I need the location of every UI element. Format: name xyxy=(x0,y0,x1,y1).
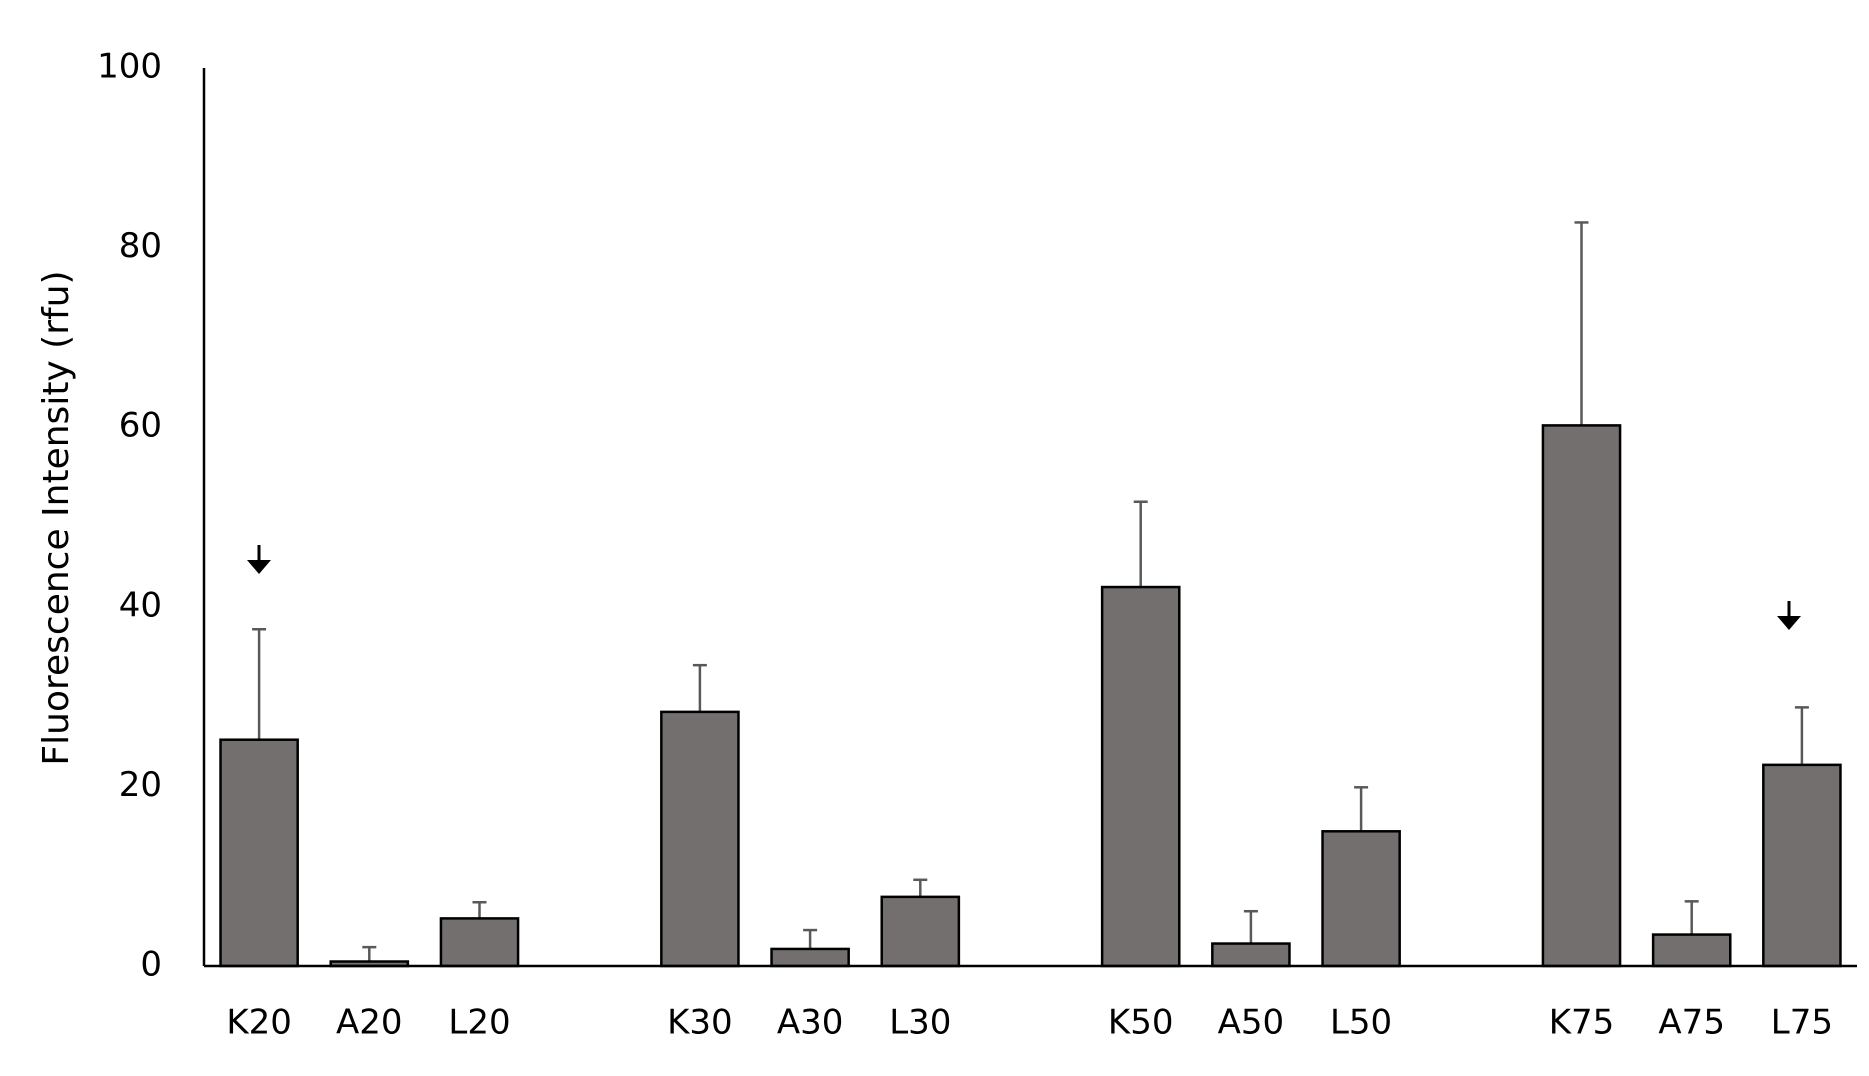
y-axis-title: Fluorescence Intensity (rfu) xyxy=(36,270,77,765)
x-tick-label: L75 xyxy=(1771,1003,1833,1043)
bar xyxy=(1651,933,1732,968)
bar xyxy=(1541,424,1622,968)
bar xyxy=(219,738,299,968)
y-tick-label: 20 xyxy=(119,765,162,805)
bar xyxy=(1762,763,1842,968)
arrow xyxy=(1777,601,1801,630)
arrow-head xyxy=(1777,616,1801,630)
x-tick-label: L30 xyxy=(889,1003,951,1043)
bar xyxy=(660,710,740,968)
y-tick-label: 100 xyxy=(97,47,162,87)
bar xyxy=(1211,942,1291,968)
x-tick-label: L50 xyxy=(1330,1003,1392,1043)
x-tick-label: L20 xyxy=(448,1003,510,1043)
x-tick-label: K20 xyxy=(226,1003,292,1043)
x-tick-label: A30 xyxy=(777,1003,844,1043)
y-tick-label: 0 xyxy=(140,945,162,985)
x-tick-label: A50 xyxy=(1218,1003,1285,1043)
y-tick-label: 80 xyxy=(119,226,162,266)
arrow-head xyxy=(247,560,271,574)
bar xyxy=(770,947,850,968)
x-tick-label: K50 xyxy=(1108,1003,1174,1043)
bar xyxy=(880,895,961,968)
y-tick-label: 60 xyxy=(119,406,162,446)
x-tick-label: K30 xyxy=(667,1003,733,1043)
bar xyxy=(1321,830,1401,968)
bar xyxy=(1100,585,1181,968)
bar xyxy=(439,917,520,968)
y-tick-label: 40 xyxy=(119,585,162,625)
x-tick-label: A20 xyxy=(336,1003,403,1043)
x-tick-label: K75 xyxy=(1549,1003,1615,1043)
arrow xyxy=(247,545,271,574)
x-tick-label: A75 xyxy=(1658,1003,1725,1043)
